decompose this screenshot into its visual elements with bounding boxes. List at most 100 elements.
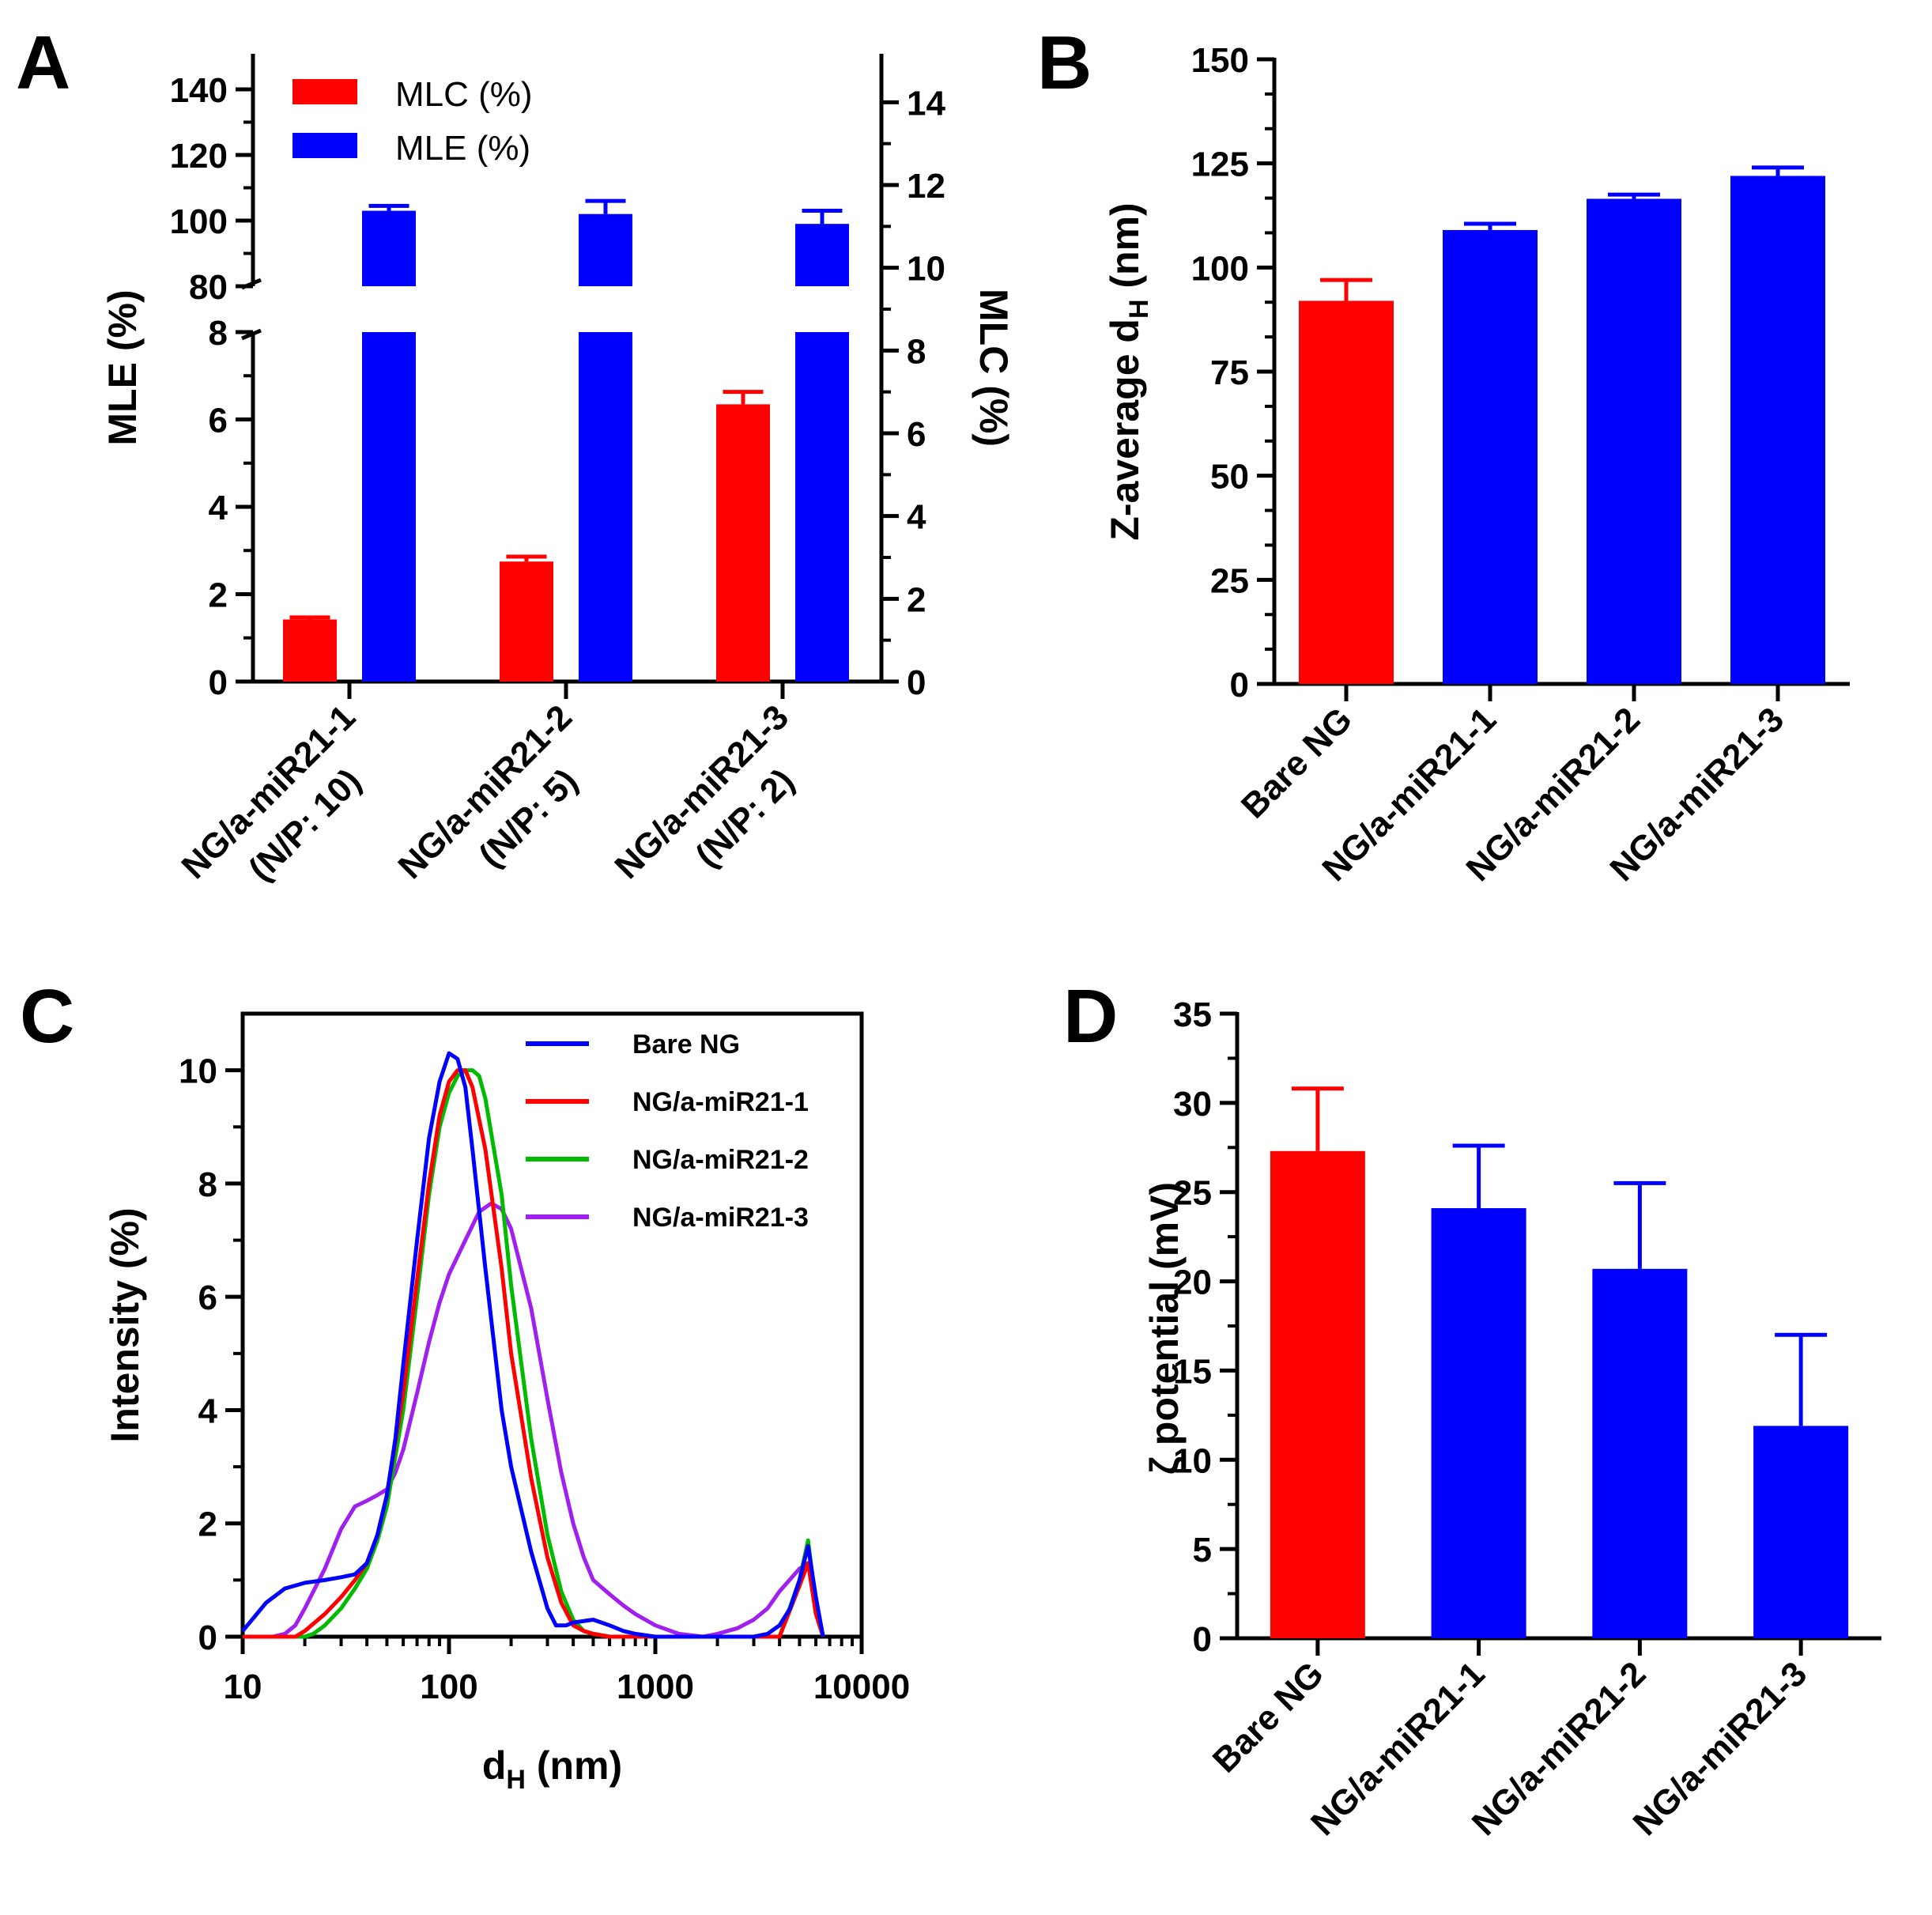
panel-d-y-tick-label: 20 [1173, 1263, 1212, 1302]
panel-c-x-tick-label: 100 [420, 1668, 477, 1706]
panel-a-legend-swatch [292, 79, 357, 104]
panel-d-errorbar [1775, 1332, 1828, 1426]
panel-a-bar-mle-upper [362, 210, 416, 286]
panel-b-y-tick-label: 125 [1191, 145, 1249, 184]
panel-b-y-tick-label: 100 [1191, 249, 1249, 288]
panel-b-bar [1587, 198, 1681, 684]
panel-a-left-tick-label: 4 [209, 489, 228, 527]
panel-b-y-tick-label: 25 [1210, 561, 1249, 600]
panel-c-y-tick-label: 6 [198, 1279, 217, 1317]
panel-c-x-axis-title-sub: H [506, 1765, 526, 1795]
panel-d-y-axis-title: ζ potential (mV) [1142, 1182, 1187, 1475]
panel-a-bar-mle-lower [795, 332, 849, 682]
panel-b-y-axis-title-tail: (nm) [1103, 202, 1147, 299]
panel-a-right-tick-label: 2 [907, 580, 926, 619]
panel-b-bar [1730, 176, 1825, 684]
panel-c-series-line [241, 1051, 825, 1639]
panel-a-right-tick-label: 12 [907, 167, 945, 206]
panel-d-y-tick-label: 0 [1193, 1620, 1212, 1659]
panel-b-y-tick-label: 75 [1210, 353, 1249, 392]
panel-a-left-tick-label: 6 [209, 402, 228, 440]
panel-b-y-tick-label: 50 [1210, 458, 1249, 497]
panel-c-x-tick-label: 10000 [813, 1668, 910, 1706]
panel-d-y-tick-label: 35 [1173, 995, 1212, 1034]
panel-a-bar-mle-lower [362, 332, 416, 682]
panel-d-bar [1592, 1268, 1688, 1638]
panel-a-letter: A [16, 21, 70, 105]
panel-a-right-tick-label: 0 [907, 663, 926, 702]
panel-a-errorbar-mlc [506, 554, 547, 562]
panel-c-y-tick-label: 8 [198, 1165, 217, 1204]
panel-b-errorbar [1464, 221, 1516, 230]
panel-d-bar [1753, 1426, 1849, 1638]
panel-b-y-axis-title-sub: H [1124, 299, 1154, 319]
panel-a-y2-axis-title: MLC (%) [972, 289, 1016, 447]
panel-b-y-tick-label: 0 [1230, 666, 1249, 704]
panel-c-legend-label: NG/a-miR21-2 [632, 1145, 809, 1175]
panel-c-y-tick-label: 2 [198, 1505, 217, 1544]
panel-b-errorbar [1320, 278, 1372, 301]
panel-b-bar [1299, 300, 1394, 684]
panel-b-y-axis-title-main: Z-average d [1103, 319, 1147, 541]
panel-a-errorbar-mle [802, 209, 843, 225]
panel-c-legend-label: Bare NG [632, 1029, 740, 1059]
panel-a-left-tick-label: 8 [209, 314, 228, 353]
panel-c-x-axis-title-main: d [482, 1743, 507, 1788]
panel-a-legend-label: MLC (%) [395, 75, 533, 114]
panel-a-left-tick-label: 100 [170, 202, 228, 241]
panel-c-legend-label: NG/a-miR21-3 [632, 1203, 809, 1233]
panel-c-y-tick-label: 0 [198, 1618, 217, 1657]
panel-c-x-axis-title-tail: (nm) [526, 1743, 622, 1788]
panel-a-legend-label: MLE (%) [395, 129, 530, 168]
panel-c-letter: C [20, 974, 74, 1059]
panel-d-errorbar [1613, 1180, 1666, 1269]
panel-b-letter: B [1037, 21, 1092, 105]
panel-a-bar-mle-lower [579, 332, 632, 682]
panel-a-right-tick-label: 4 [907, 498, 926, 537]
panel-a-bar-mle-upper [579, 213, 632, 286]
panel-a-errorbar-mle [368, 203, 409, 211]
panel-a-bar-mlc [283, 619, 337, 682]
panel-a-bar-mlc [716, 404, 770, 682]
panel-c-x-axis-title: dH (nm) [482, 1743, 622, 1795]
panel-d-y-tick-label: 10 [1173, 1441, 1212, 1480]
panel-c-y-tick-label: 4 [198, 1392, 218, 1430]
panel-a-bar-mlc [500, 561, 553, 682]
panel-a-left-tick-label: 2 [209, 576, 228, 615]
panel-a-left-tick-label: 0 [209, 663, 228, 702]
panel-a-errorbar-mlc [723, 390, 764, 405]
panel-a-right-tick-label: 8 [907, 332, 926, 371]
panel-b-y-axis-title: Z-average dH (nm) [1103, 202, 1154, 540]
panel-a-right-tick-label: 10 [907, 250, 945, 289]
panel-a-bar-mle-upper [795, 224, 849, 286]
panel-a-right-tick-label: 14 [907, 84, 945, 123]
panel-a-right-tick-label: 6 [907, 415, 926, 454]
panel-a-legend-swatch [292, 133, 357, 158]
panel-b-errorbar [1752, 165, 1804, 176]
panel-a-axis-break-lower [241, 328, 262, 341]
panel-c: C 0 2 4 6 8 10 10 100 1000 10000 Intensity (%) dH (… [20, 974, 910, 1795]
panel-c-legend-label: NG/a-miR21-1 [632, 1087, 809, 1117]
panel-d-y-tick-label: 15 [1173, 1352, 1212, 1391]
panel-c-y-axis-title: Intensity (%) [103, 1207, 147, 1442]
panel-d-errorbar [1291, 1086, 1344, 1151]
panel-b-bar [1443, 229, 1538, 684]
panel-a-errorbar-mlc [289, 615, 330, 620]
panel-a-y-axis-title: MLE (%) [100, 289, 145, 445]
panel-d-bar [1270, 1150, 1365, 1638]
panel-b-errorbar [1608, 192, 1660, 199]
panel-c-plot-frame [240, 1011, 864, 1639]
panel-a-left-tick-label: 140 [170, 71, 228, 110]
panel-d-y-tick-label: 5 [1193, 1531, 1212, 1569]
panel-a-left-tick-label: 120 [170, 137, 228, 176]
panel-c-x-tick-label: 10 [224, 1668, 262, 1706]
panel-b-y-tick-label: 150 [1191, 41, 1249, 80]
panel-d-y-tick-label: 25 [1173, 1174, 1212, 1213]
panel-c-x-tick-label: 1000 [617, 1668, 694, 1706]
panel-d-y-tick-label: 30 [1173, 1085, 1212, 1124]
panel-c-series-line [243, 1201, 825, 1639]
panel-d-letter: D [1063, 974, 1118, 1059]
panel-c-y-tick-label: 10 [179, 1052, 217, 1091]
panel-a-left-tick-label: 80 [189, 268, 228, 307]
